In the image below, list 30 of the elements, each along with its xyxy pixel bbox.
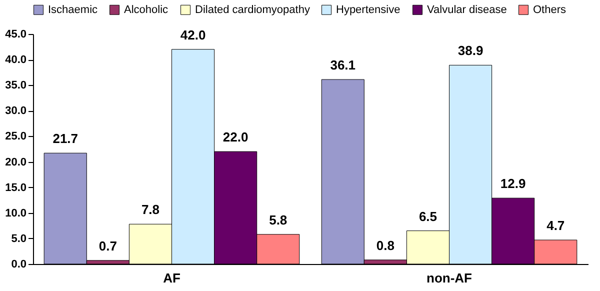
y-tick-label: 45.0 [5,28,26,40]
y-tick-label: 25.0 [5,130,26,143]
x-tick-label: non-AF [426,270,472,286]
y-tick-label: 35.0 [5,80,26,92]
data-label: 42.0 [180,27,206,42]
data-label: 0.8 [376,238,394,253]
data-label: 4.7 [546,218,565,233]
legend-label: Valvular disease [427,4,507,16]
x-tick-label: AF [163,270,180,286]
y-tick-label: 20.0 [5,156,26,168]
data-label: 5.8 [269,212,288,228]
data-label: 38.9 [458,43,484,58]
y-tick-label: 5.0 [11,232,26,245]
data-label: 12.9 [500,176,526,192]
legend-label: Others [533,4,567,16]
legend-label: Hypertensive [336,4,400,16]
legend-label: Alcoholic [124,4,169,16]
data-label: 22.0 [222,130,248,145]
data-label: 36.1 [330,57,356,72]
y-tick-label: 30.0 [5,105,26,118]
y-tick-label: 40.0 [5,54,26,66]
y-tick-label: 10.0 [5,207,26,220]
data-label: 0.7 [98,238,117,254]
data-label: 6.5 [418,208,438,224]
data-label: 7.8 [141,202,160,218]
legend-label: Dilated cardiomyopathy [195,4,310,16]
y-tick-label: 0.0 [11,258,26,270]
legend-label: Ischaemic [48,4,98,16]
y-tick-label: 15.0 [5,182,26,194]
data-label: 21.7 [52,131,78,146]
